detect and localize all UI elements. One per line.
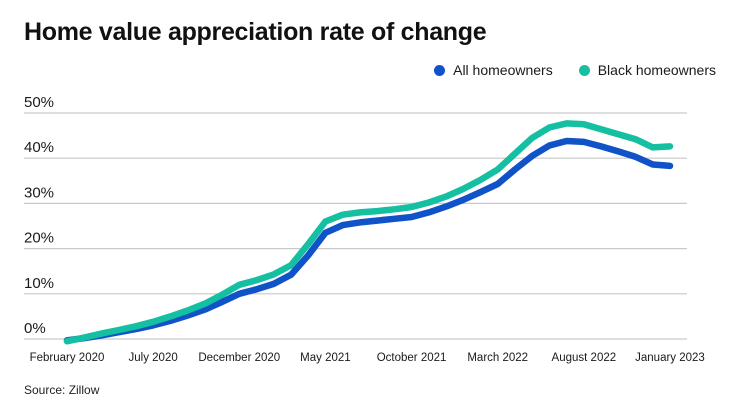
x-tick-label: December 2020 — [198, 352, 280, 364]
y-tick-label: 30% — [24, 184, 54, 201]
y-tick-label: 20% — [24, 230, 54, 247]
y-tick-label: 10% — [24, 275, 54, 292]
legend-item-black-homeowners: Black homeowners — [578, 62, 716, 78]
x-tick-label: February 2020 — [30, 352, 105, 364]
y-tick-label: 50% — [24, 94, 54, 111]
x-tick-label: August 2022 — [552, 352, 617, 364]
legend-dot-all-homeowners — [434, 64, 446, 76]
x-tick-label: October 2021 — [377, 352, 447, 364]
series-line-all-homeowners — [63, 137, 674, 344]
legend-label: All homeowners — [453, 62, 553, 78]
x-tick-label: January 2023 — [635, 352, 705, 364]
x-tick-label: May 2021 — [300, 352, 351, 364]
legend-item-all-homeowners: All homeowners — [434, 62, 553, 78]
x-tick-label: March 2022 — [467, 352, 528, 364]
source-note: Source: Zillow — [24, 383, 100, 397]
legend-dot-black-homeowners — [578, 64, 590, 76]
y-tick-label: 40% — [24, 139, 54, 156]
page-title: Home value appreciation rate of change — [24, 18, 487, 46]
chart-legend: All homeowners Black homeowners — [434, 62, 716, 78]
series-line-black-homeowners — [63, 120, 674, 345]
legend-label: Black homeowners — [597, 62, 716, 78]
y-tick-label: 0% — [24, 320, 46, 337]
x-tick-label: July 2020 — [129, 352, 178, 364]
